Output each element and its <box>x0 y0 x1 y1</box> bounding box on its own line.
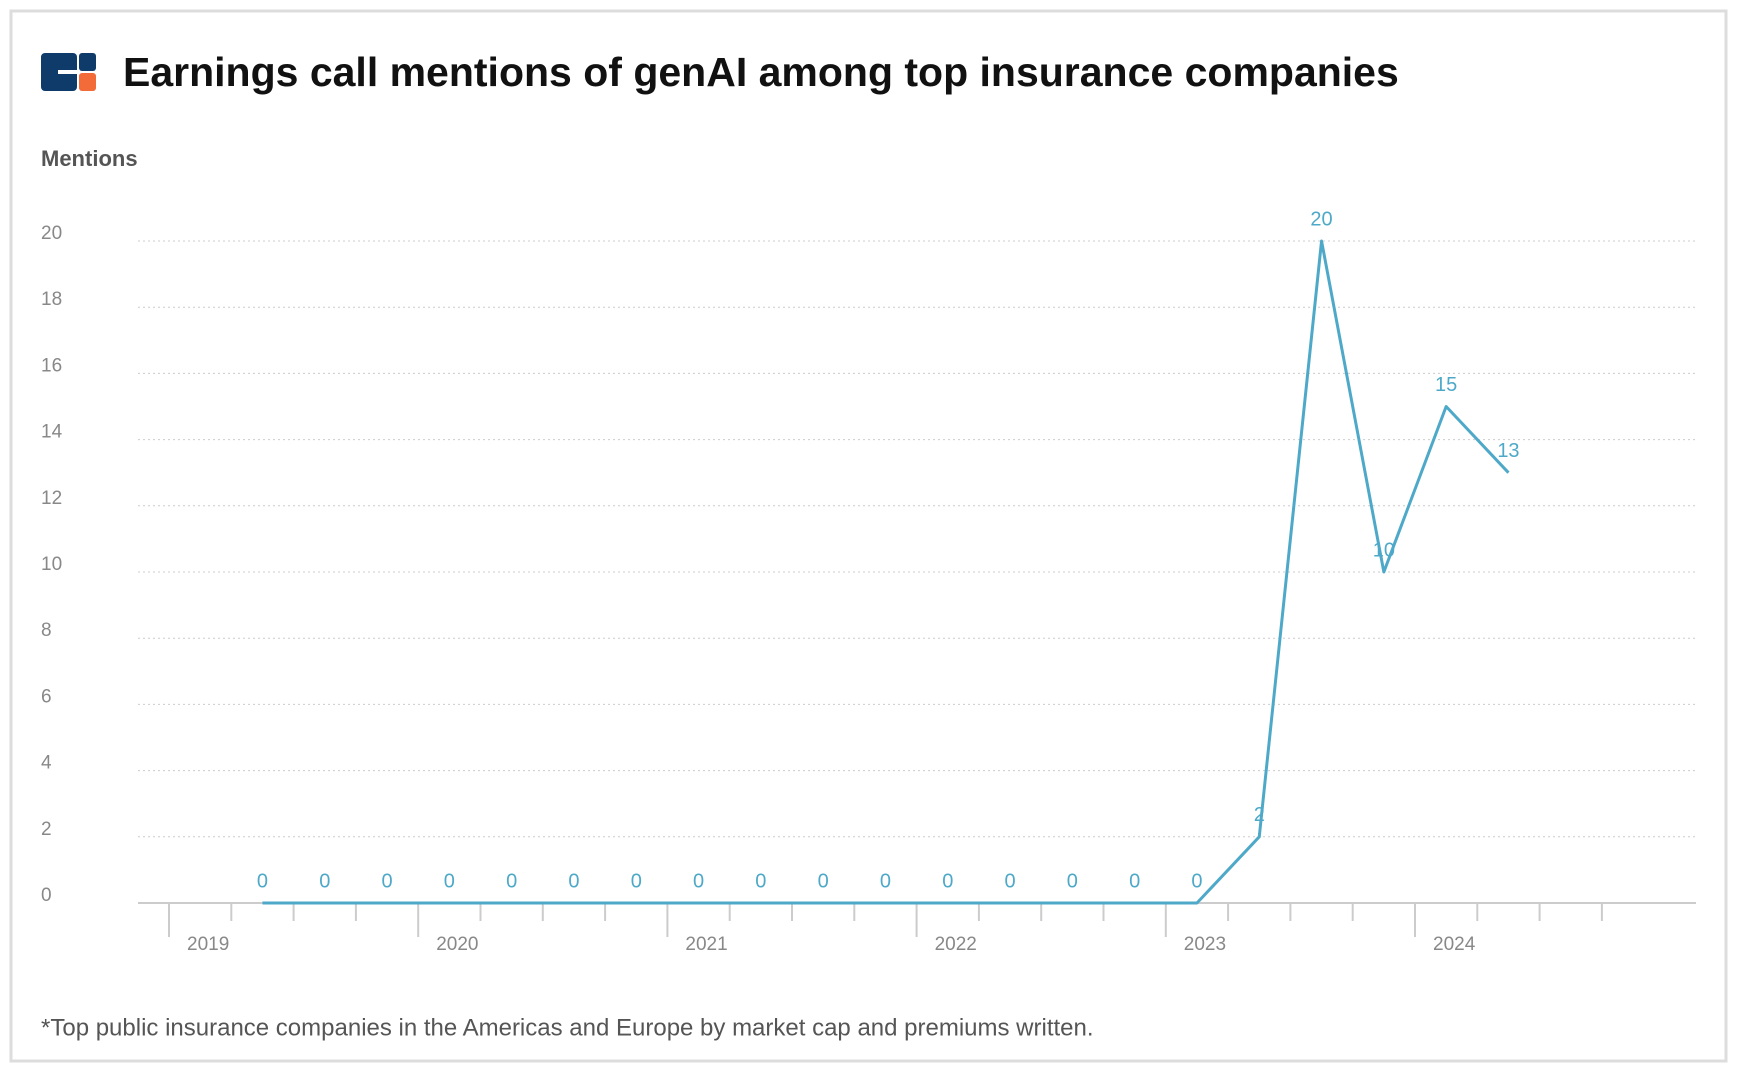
value-label: 0 <box>444 870 455 892</box>
y-tick-label: 14 <box>41 422 63 443</box>
y-tick-label: 6 <box>41 686 52 707</box>
line <box>262 239 1510 905</box>
value-label: 0 <box>631 870 642 892</box>
value-label: 0 <box>755 870 766 892</box>
value-label: 20 <box>1310 208 1332 230</box>
value-label: 15 <box>1435 374 1457 396</box>
value-label: 0 <box>880 870 891 892</box>
logo <box>41 53 96 91</box>
value-label: 2 <box>1254 804 1265 826</box>
y-tick-label: 10 <box>41 554 62 575</box>
value-label: 0 <box>942 870 953 892</box>
y-tick-label: 18 <box>41 289 62 310</box>
value-label: 0 <box>1129 870 1140 892</box>
value-label: 0 <box>818 870 829 892</box>
value-label: 0 <box>568 870 579 892</box>
x-tick-label: 2019 <box>187 934 229 955</box>
value-label: 13 <box>1497 440 1519 462</box>
x-tick-label: 2021 <box>685 934 727 955</box>
value-label: 0 <box>257 870 268 892</box>
value-label: 0 <box>319 870 330 892</box>
value-label: 0 <box>693 870 704 892</box>
x-tick-label: 2020 <box>436 934 478 955</box>
y-tick-label: 2 <box>41 819 52 840</box>
value-label: 10 <box>1373 539 1395 561</box>
y-tick-label: 20 <box>41 223 62 244</box>
x-tick-label: 2024 <box>1433 934 1476 955</box>
x-tick-label: 2022 <box>935 934 977 955</box>
y-tick-label: 4 <box>41 753 52 774</box>
y-tick-label: 0 <box>41 885 52 906</box>
chart-title: Earnings call mentions of genAI among to… <box>123 49 1399 95</box>
y-tick-label: 16 <box>41 355 62 376</box>
y-tick-label: 12 <box>41 488 62 509</box>
value-label: 0 <box>381 870 392 892</box>
y-tick-label: 8 <box>41 620 52 641</box>
value-label: 0 <box>1191 870 1202 892</box>
value-label: 0 <box>506 870 517 892</box>
footnote: *Top public insurance companies in the A… <box>41 1014 1094 1041</box>
x-tick-label: 2023 <box>1184 934 1226 955</box>
value-label: 0 <box>1067 870 1078 892</box>
y-axis-label: Mentions <box>41 146 138 171</box>
frame <box>9 9 1728 1063</box>
value-label: 0 <box>1004 870 1015 892</box>
